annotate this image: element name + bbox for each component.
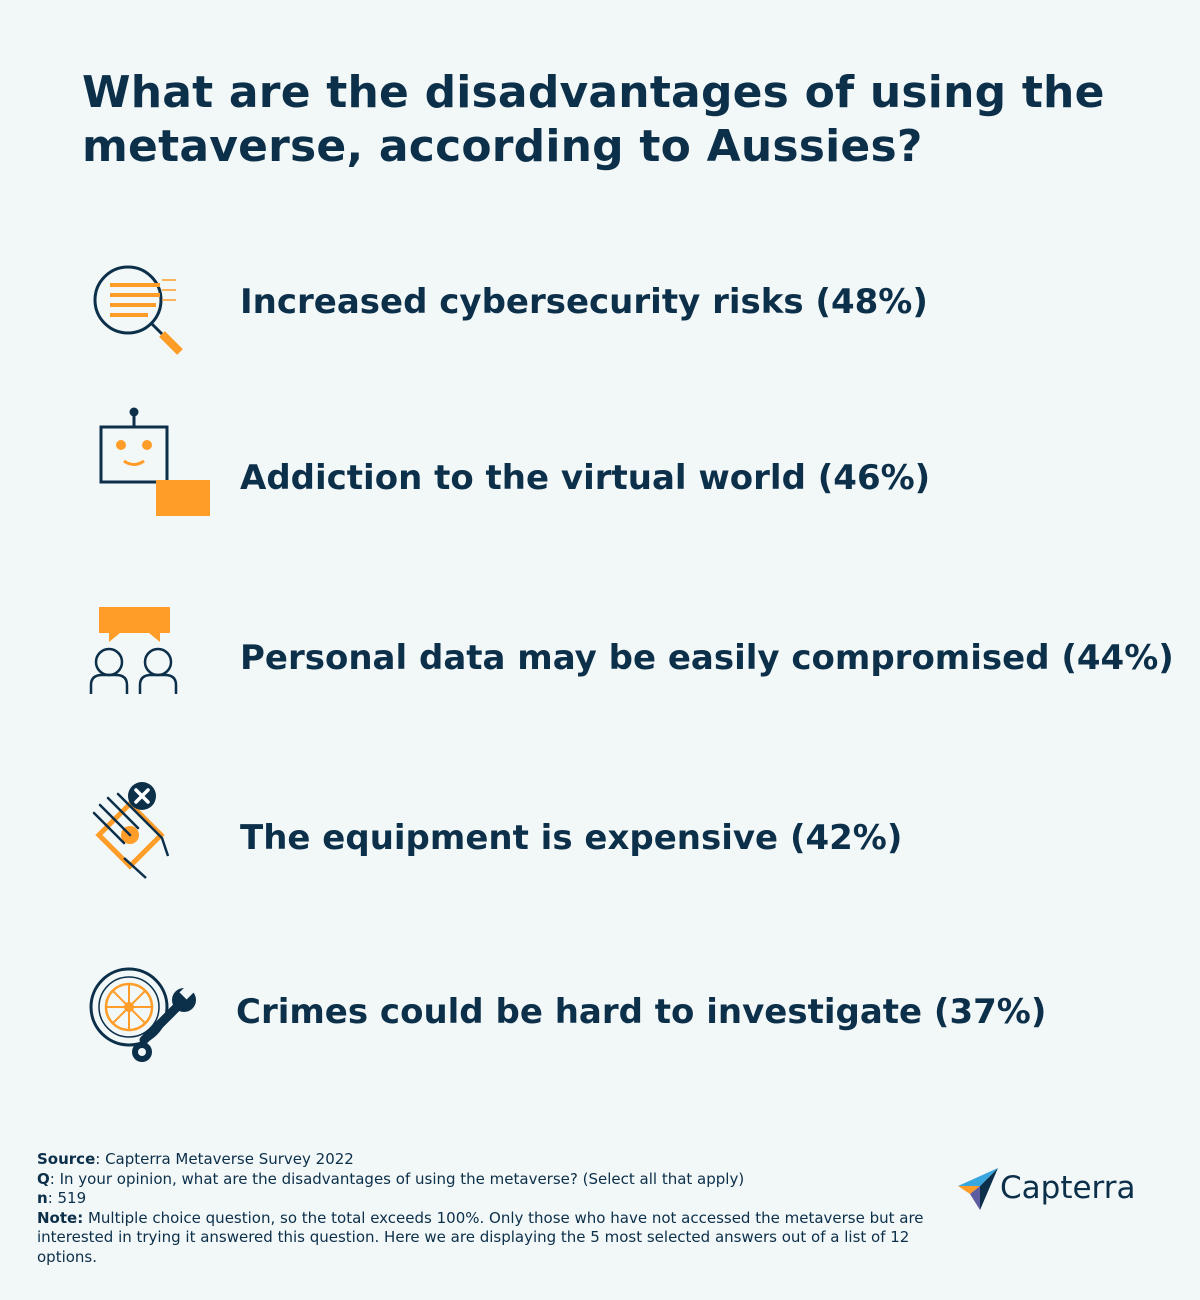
robot-screen-icon	[82, 405, 212, 525]
source-line: Source: Capterra Metaverse Survey 2022	[37, 1150, 937, 1170]
source-label: Source	[37, 1150, 96, 1168]
footnotes: Source: Capterra Metaverse Survey 2022 Q…	[37, 1150, 937, 1267]
list-item: Increased cybersecurity risks (48%)	[0, 240, 1200, 380]
sample-size-label: n	[37, 1189, 48, 1207]
sample-size-line: n: 519	[37, 1189, 937, 1209]
list-item: Crimes could be hard to investigate (37%…	[0, 950, 1200, 1090]
item-label: Addiction to the virtual world (46%)	[240, 458, 931, 498]
capterra-logo-icon	[958, 1168, 998, 1210]
item-label: The equipment is expensive (42%)	[240, 818, 903, 858]
question-label: Q	[37, 1169, 50, 1188]
note-label: Note:	[37, 1208, 84, 1227]
people-chat-icon	[82, 605, 212, 725]
page-title: What are the disadvantages of using the …	[82, 67, 1105, 172]
wheel-wrench-icon	[82, 960, 212, 1080]
note-line: Note: Multiple choice question, so the t…	[37, 1209, 937, 1268]
note-text: Multiple choice question, so the total e…	[37, 1208, 924, 1266]
item-label: Personal data may be easily compromised …	[240, 638, 1174, 678]
sample-size-text: : 519	[47, 1189, 87, 1207]
capterra-logo-text: Capterra	[1000, 1170, 1136, 1206]
list-item: Personal data may be easily compromised …	[0, 590, 1200, 730]
item-label: Crimes could be hard to investigate (37%…	[236, 992, 1047, 1032]
question-line: Q: In your opinion, what are the disadva…	[37, 1170, 937, 1190]
hand-money-icon	[82, 778, 212, 898]
item-label: Increased cybersecurity risks (48%)	[240, 282, 928, 322]
source-text: : Capterra Metaverse Survey 2022	[95, 1150, 354, 1168]
question-text: : In your opinion, what are the disadvan…	[49, 1169, 745, 1188]
list-item: Addiction to the virtual world (46%)	[0, 400, 1200, 540]
list-item: The equipment is expensive (42%)	[0, 770, 1200, 910]
document-search-icon	[82, 252, 212, 372]
capterra-logo: Capterra	[958, 1168, 1158, 1210]
